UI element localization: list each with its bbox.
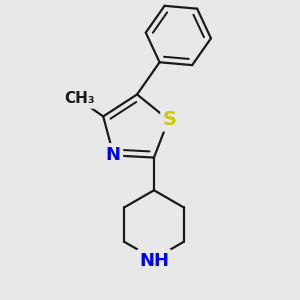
Text: S: S bbox=[163, 110, 177, 129]
Text: NH: NH bbox=[139, 252, 169, 270]
Text: N: N bbox=[106, 146, 121, 164]
Text: CH₃: CH₃ bbox=[64, 92, 94, 106]
